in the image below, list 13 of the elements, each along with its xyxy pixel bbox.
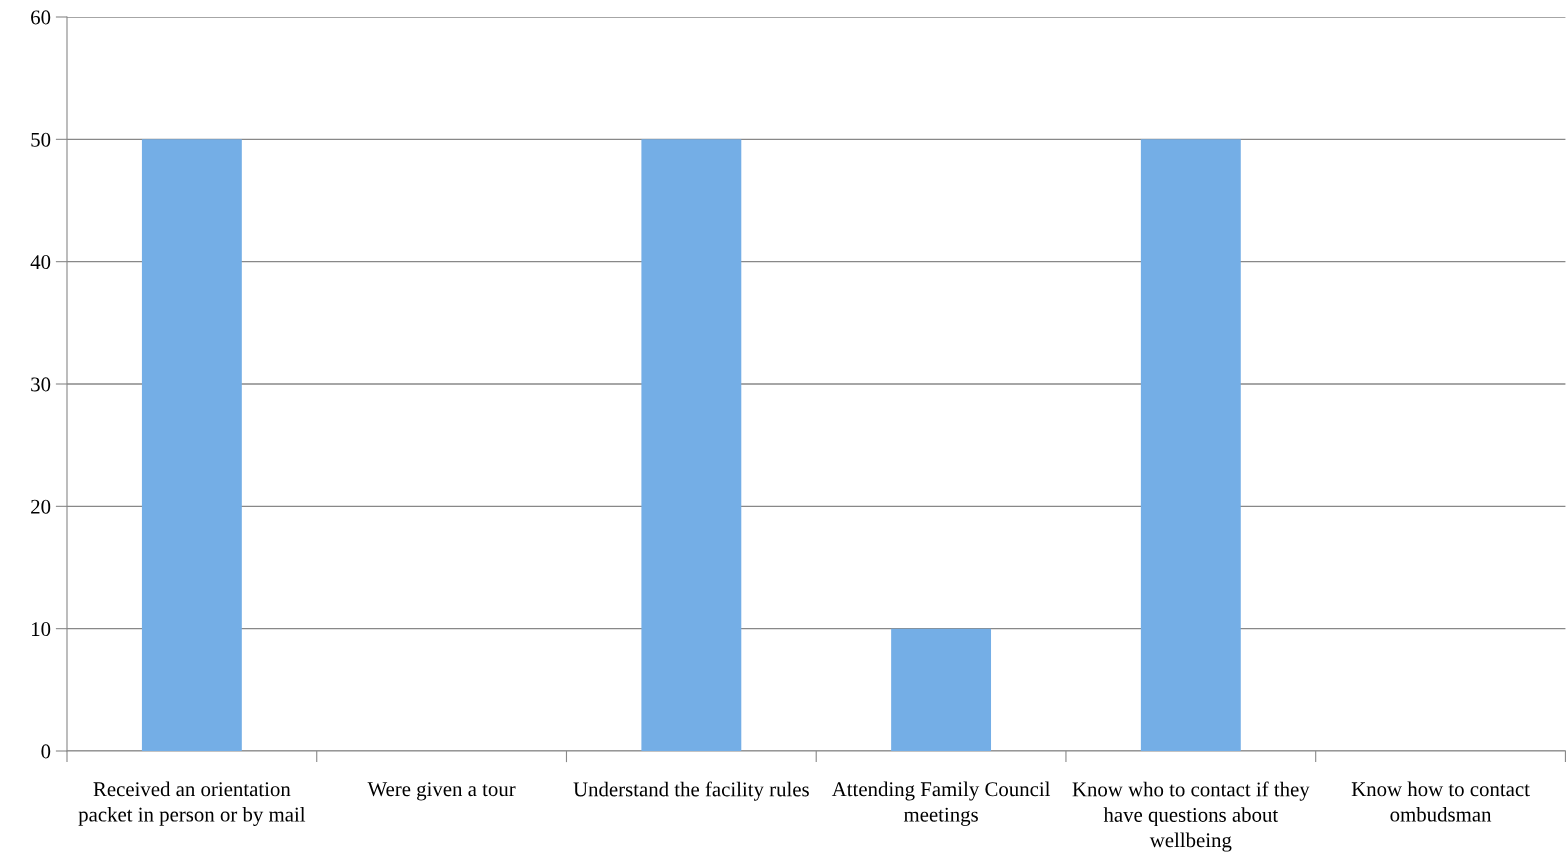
y-tick-label: 50 xyxy=(31,132,51,147)
x-tick-label: Know who to contact if they have questions about wellbeing xyxy=(1072,781,1310,852)
x-tick-label: Attending Family Council meetings xyxy=(831,781,1051,826)
x-tick-label: Received an orientation packet in person or by mail xyxy=(78,781,306,826)
y-tick-label: 40 xyxy=(30,255,51,270)
x-tick-label: Were given a tour xyxy=(367,782,516,801)
y-tick-label: 30 xyxy=(31,377,51,392)
y-tick-label: 0 xyxy=(41,744,51,759)
y-tick-label: 10 xyxy=(32,622,51,637)
y-tick-label: 20 xyxy=(31,499,51,514)
x-tick-label: Understand the facility rules xyxy=(573,781,809,801)
y-tick-label: 60 xyxy=(31,10,51,25)
x-tick-label: Know how to contact ombudsman xyxy=(1351,781,1530,822)
